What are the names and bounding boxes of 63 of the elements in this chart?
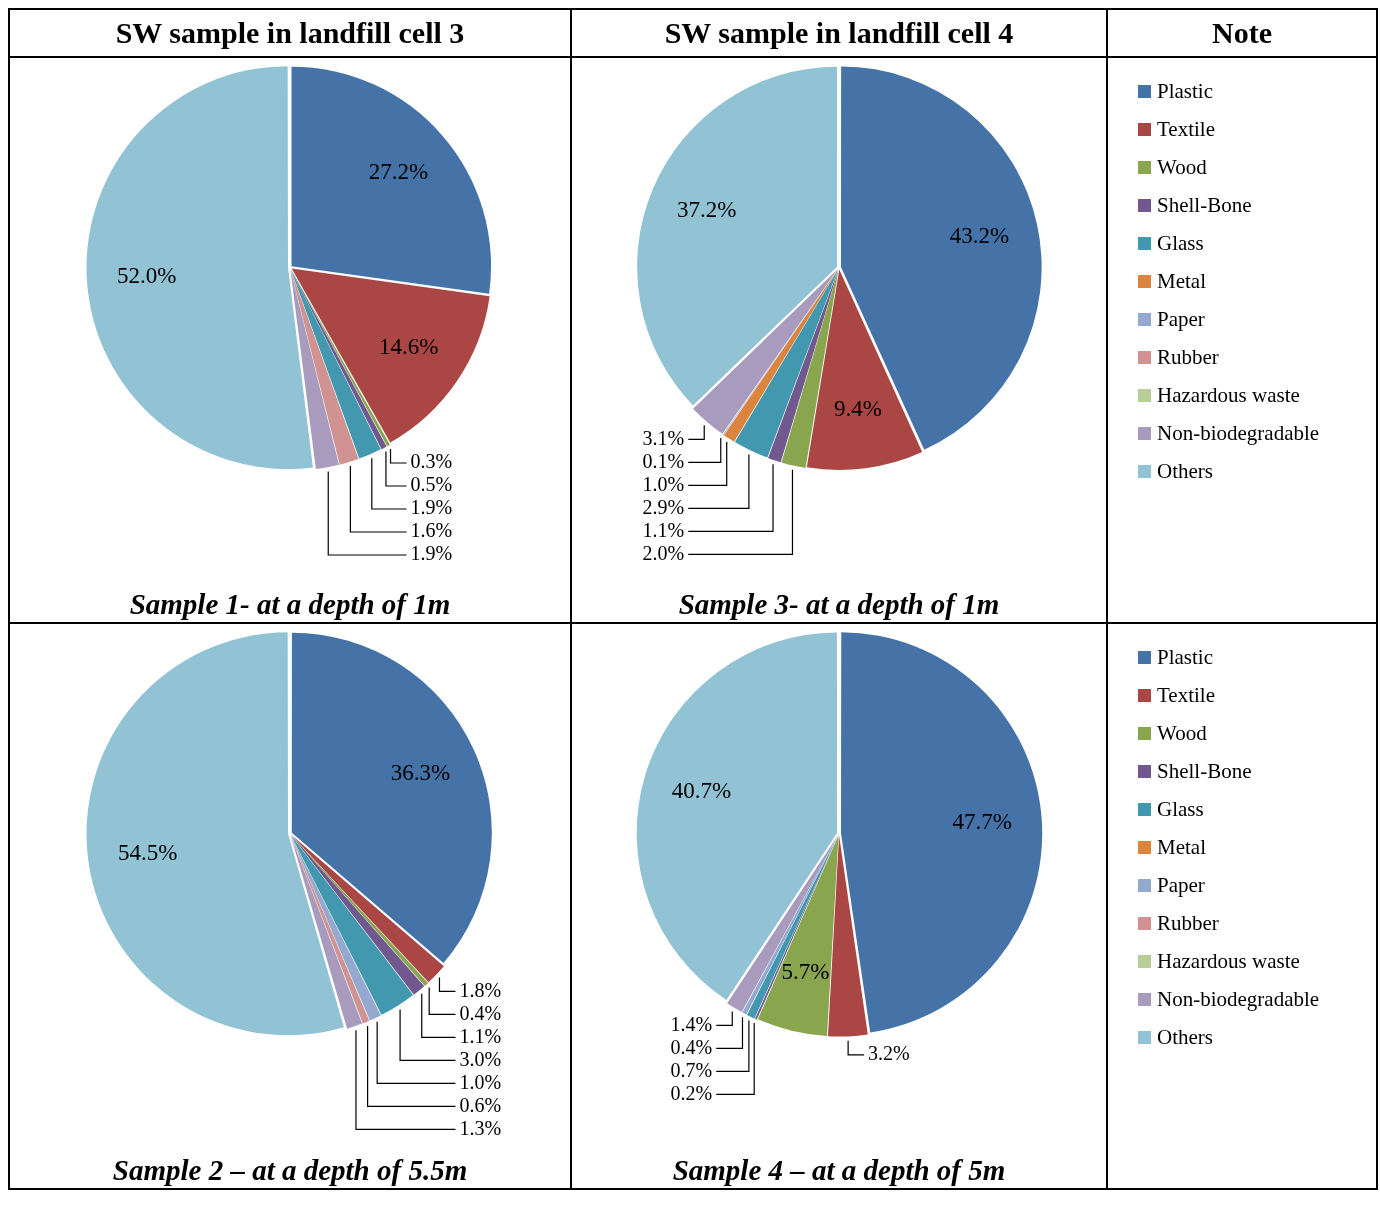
legend-label: Glass — [1157, 796, 1204, 822]
legend-label: Paper — [1157, 872, 1205, 898]
data-label: 1.6% — [410, 519, 453, 542]
data-label: 1.8% — [459, 978, 502, 1001]
data-label: 1.1% — [459, 1024, 502, 1047]
data-label: 40.7% — [671, 778, 732, 804]
text: Sample 3- at a depth of 1m — [678, 587, 1000, 622]
legend-label: Rubber — [1157, 910, 1219, 936]
legend-label: Plastic — [1157, 644, 1213, 670]
data-label: 36.3% — [390, 759, 451, 785]
data-label: 43.2% — [949, 223, 1010, 249]
data-label: 1.1% — [642, 518, 685, 541]
legend-label: Wood — [1157, 720, 1207, 746]
data-label: 5.7% — [781, 959, 830, 985]
data-label: 1.3% — [459, 1116, 502, 1139]
chart-title: SW sample in landfill cell 3 — [10, 10, 570, 56]
legend-label: Hazardous waste — [1157, 382, 1300, 408]
text: Sample 1- at a depth of 1m — [129, 587, 451, 622]
data-label: 0.4% — [670, 1035, 713, 1058]
legend-label: Non-biodegradable — [1157, 986, 1320, 1012]
legend-label: Shell-Bone — [1157, 192, 1252, 218]
data-label: 0.4% — [459, 1001, 502, 1024]
data-label: 1.0% — [642, 472, 685, 495]
legend-label: Non-biodegradable — [1157, 420, 1320, 446]
legend-label: Metal — [1157, 268, 1206, 294]
legend-label: Rubber — [1157, 344, 1219, 370]
legend-label: Wood — [1157, 154, 1207, 180]
data-label: 0.5% — [410, 473, 453, 496]
data-label: 0.2% — [670, 1081, 713, 1104]
data-label: 3.1% — [642, 426, 685, 449]
text: Sample 4 – at a depth of 5m — [672, 1153, 1006, 1188]
data-label: 2.9% — [642, 495, 685, 518]
data-label: 2.0% — [642, 541, 685, 564]
legend-label: Others — [1157, 458, 1213, 484]
text: Sample 2 – at a depth of 5.5m — [112, 1153, 468, 1188]
legend-label: Paper — [1157, 306, 1205, 332]
data-label: 9.4% — [833, 395, 882, 421]
data-label: 1.4% — [670, 1012, 713, 1035]
data-label: 1.9% — [410, 496, 453, 519]
legend-label: Plastic — [1157, 78, 1213, 104]
legend-label: Others — [1157, 1024, 1213, 1050]
data-label: 1.0% — [459, 1070, 502, 1093]
data-label: 1.9% — [410, 542, 453, 565]
legend-label: Textile — [1157, 116, 1216, 142]
legend-label: Shell-Bone — [1157, 758, 1252, 784]
data-label: 3.0% — [459, 1047, 502, 1070]
data-label: 27.2% — [368, 159, 429, 185]
data-label: 0.3% — [410, 450, 453, 473]
data-label: 52.0% — [116, 262, 177, 288]
data-label: 3.2% — [868, 1042, 910, 1065]
data-label: 54.5% — [118, 839, 178, 865]
data-label: 0.7% — [670, 1058, 713, 1081]
legend-label: Hazardous waste — [1157, 948, 1300, 974]
data-label: 0.6% — [459, 1093, 502, 1116]
legend-title: Note — [1108, 10, 1376, 56]
legend-label: Textile — [1157, 682, 1216, 708]
data-label: 37.2% — [677, 197, 737, 223]
legend-label: Metal — [1157, 834, 1206, 860]
data-label: 14.6% — [379, 334, 439, 360]
legend-label: Glass — [1157, 230, 1204, 256]
data-label: 47.7% — [952, 809, 1012, 835]
data-label: 0.1% — [642, 449, 685, 472]
chart-title: SW sample in landfill cell 4 — [572, 10, 1106, 56]
